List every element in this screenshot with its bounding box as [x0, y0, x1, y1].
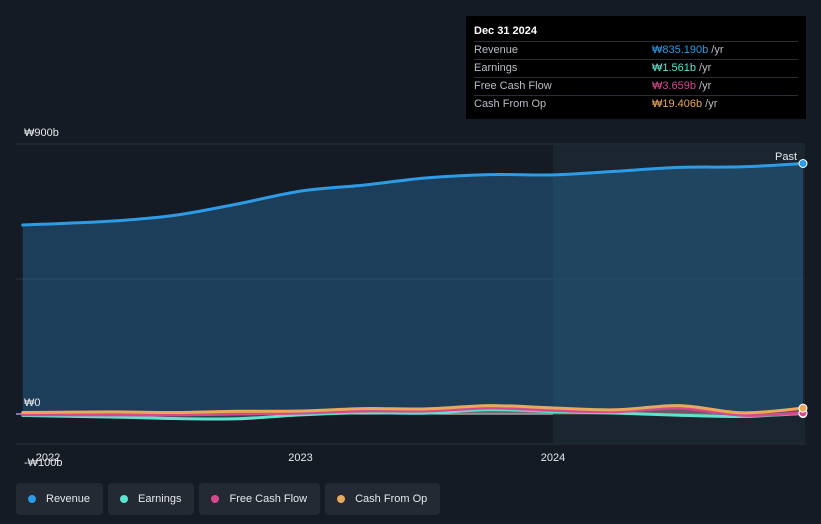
tooltip-row-earnings: Earnings ₩1.561b /yr [474, 60, 798, 78]
legend-item-free-cash-flow[interactable]: Free Cash Flow [199, 483, 321, 515]
tooltip-label: Earnings [474, 62, 518, 74]
tooltip-label: Cash From Op [474, 98, 547, 110]
legend-label: Earnings [138, 493, 182, 505]
y-tick-label: ₩900b [24, 127, 59, 139]
y-tick-label: -₩100b [24, 457, 63, 469]
legend-label: Free Cash Flow [229, 493, 308, 505]
series-endpoints [798, 159, 808, 419]
tooltip-unit: /yr [699, 80, 712, 92]
tooltip-value: ₩19.406b [652, 98, 703, 110]
legend-dot-icon [211, 495, 220, 503]
endpoint-revenue [798, 159, 808, 168]
legend-item-revenue[interactable]: Revenue [16, 483, 104, 515]
tooltip-panel: Dec 31 2024 Revenue ₩835.190b /yr Earnin… [466, 16, 806, 119]
past-label: Past [775, 151, 797, 163]
legend: Revenue Earnings Free Cash Flow Cash Fro… [16, 483, 441, 515]
legend-dot-icon [28, 495, 36, 503]
x-tick-label: 2023 [288, 452, 312, 464]
line-cash-from-op [21, 404, 805, 415]
legend-label: Cash From Op [355, 493, 428, 505]
tooltip-value: ₩835.190b [652, 44, 709, 56]
line-revenue [21, 162, 805, 227]
legend-dot-icon [337, 495, 346, 503]
series-lines [21, 162, 805, 421]
tooltip-value: ₩1.561b [652, 62, 697, 74]
line-free-cash-flow [21, 406, 805, 417]
tooltip-label: Revenue [474, 44, 519, 56]
tooltip-label: Free Cash Flow [474, 80, 552, 92]
tooltip-unit: /yr [699, 62, 712, 74]
legend-label: Revenue [46, 493, 91, 505]
tooltip-date: Dec 31 2024 [474, 24, 798, 42]
legend-item-earnings[interactable]: Earnings [108, 483, 195, 515]
y-tick-label: ₩0 [24, 397, 41, 409]
tooltip-row-free-cash-flow: Free Cash Flow ₩3.659b /yr [474, 78, 798, 96]
tooltip-row-cash-from-op: Cash From Op ₩19.406b /yr [474, 96, 798, 113]
endpoint-cash-from-op [798, 403, 808, 413]
tooltip-unit: /yr [711, 44, 724, 56]
line-earnings [21, 407, 805, 421]
area-earnings [22, 409, 803, 420]
legend-dot-icon [120, 495, 129, 503]
tooltip-value: ₩3.659b [652, 80, 697, 92]
tooltip-unit: /yr [705, 98, 718, 110]
tooltip-row-revenue: Revenue ₩835.190b /yr [474, 42, 798, 60]
area-revenue [22, 163, 803, 414]
legend-item-cash-from-op[interactable]: Cash From Op [325, 483, 441, 515]
x-tick-label: 2024 [541, 452, 565, 464]
x-tick-label: 2022 [36, 452, 60, 464]
past-region-shade [553, 144, 805, 444]
series-areas [22, 163, 803, 420]
